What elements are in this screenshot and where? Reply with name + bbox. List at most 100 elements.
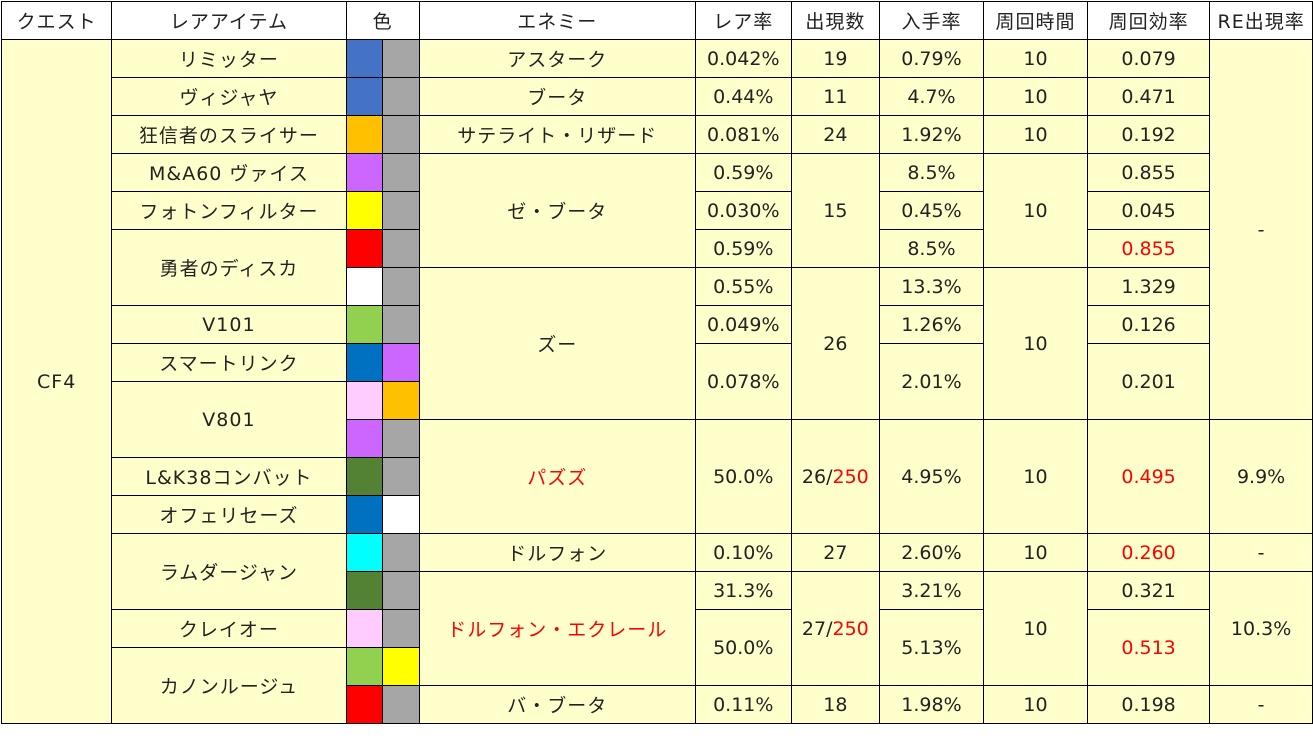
re-rate-cell: 9.9%: [1209, 419, 1313, 534]
color-swatch: [345, 685, 384, 724]
lap-eff-cell: 0.855: [1086, 229, 1211, 268]
color-swatch: [382, 609, 420, 648]
item-cell: フォトンフィルター: [111, 191, 347, 230]
re-rate-cell: -: [1209, 533, 1313, 572]
rare-rate-cell: 0.59%: [694, 153, 792, 192]
lap-eff-cell: 0.201: [1086, 343, 1211, 420]
color-swatch: [382, 495, 420, 534]
re-rate-cell: -: [1209, 685, 1313, 724]
lap-eff-cell: 0.513: [1086, 609, 1211, 686]
lap-eff-cell: 0.495: [1086, 419, 1211, 534]
rare-rate-cell: 0.081%: [694, 115, 792, 154]
color-swatch: [382, 39, 420, 78]
enemy-cell: サテライト・リザード: [418, 115, 696, 154]
table-row: クレイオー 50.0% 5.13% 0.513: [2, 609, 1313, 686]
table-row: バ・ブータ 0.11% 18 1.98% 10 0.198 -: [2, 685, 1313, 724]
header-rare-rate: レア率: [694, 1, 792, 40]
get-rate-cell: 4.95%: [878, 419, 985, 534]
item-cell: オフェリセーズ: [111, 495, 347, 534]
rare-rate-cell: 0.10%: [694, 533, 792, 572]
rare-rate-cell: 0.11%: [694, 685, 792, 724]
get-rate-cell: 5.13%: [878, 609, 985, 686]
item-cell: 勇者のディスカ: [111, 229, 347, 306]
item-cell: ヴィジャヤ: [111, 77, 347, 116]
rare-rate-cell: 0.078%: [694, 343, 792, 420]
table-row: CF4 リミッター アスターク 0.042% 19 0.79% 10 0.079…: [0, 39, 1313, 724]
color-swatch: [382, 685, 420, 724]
item-cell: V801: [111, 381, 347, 458]
lap-eff-cell: 0.198: [1086, 685, 1211, 724]
color-swatch: [345, 419, 384, 458]
appear-cell: 27: [790, 533, 880, 572]
header-lap-eff: 周回効率: [1086, 1, 1211, 40]
lap-eff-cell: 0.079: [1086, 39, 1211, 78]
color-swatch: [382, 305, 420, 344]
appear-cell: 24: [790, 115, 880, 154]
appear-cell: 26/250: [790, 419, 880, 534]
lap-eff-cell: 0.260: [1086, 533, 1211, 572]
table-row: 勇者のディスカ 0.59% 8.5% 0.855: [2, 229, 1313, 306]
color-swatch: [345, 609, 384, 648]
table-row: M&A60 ヴァイス ゼ・ブータ 0.59% 15 8.5% 10 0.855: [2, 153, 1313, 268]
color-swatch: [345, 229, 384, 268]
rare-rate-cell: 0.049%: [694, 305, 792, 344]
item-cell: スマートリンク: [111, 343, 347, 382]
rare-rate-cell: 0.042%: [694, 39, 792, 78]
color-swatch: [345, 533, 384, 572]
header-row: クエスト レアアイテム 色 エネミー レア率 出現数 入手率 周回時間 周回効率…: [0, 1, 1313, 40]
quest-cell: CF4: [0, 39, 113, 724]
color-swatch: [382, 229, 420, 268]
color-swatch: [345, 153, 384, 192]
color-swatch: [345, 343, 384, 382]
table-row: L&K38コンバット: [2, 457, 1313, 496]
appear-cell: 15: [790, 153, 880, 268]
header-item: レアアイテム: [111, 1, 347, 40]
item-cell: M&A60 ヴァイス: [111, 153, 347, 192]
header-color: 色: [345, 1, 420, 40]
enemy-cell: ゼ・ブータ: [418, 153, 696, 268]
header-appear: 出現数: [790, 1, 880, 40]
color-swatch: [382, 115, 420, 154]
color-swatch: [345, 647, 384, 686]
header-get-rate: 入手率: [878, 1, 985, 40]
lap-time-cell: 10: [983, 39, 1088, 78]
item-cell: ラムダージャン: [111, 533, 347, 610]
enemy-cell: ブータ: [418, 77, 696, 116]
item-cell: リミッター: [111, 39, 347, 78]
enemy-cell: パズズ: [418, 419, 696, 534]
color-swatch: [382, 571, 420, 610]
color-swatch: [382, 457, 420, 496]
get-rate-cell: 8.5%: [878, 153, 985, 192]
color-swatch: [382, 533, 420, 572]
appear-total: 250: [832, 617, 869, 640]
get-rate-cell: 2.60%: [878, 533, 985, 572]
color-swatch: [345, 381, 384, 420]
table-row: ラムダージャン ドルフォン 0.10% 27 2.60% 10 0.260 -: [2, 533, 1313, 610]
table-row: パズズ 50.0% 26/250 4.95% 10 0.495 9.9%: [2, 419, 1313, 534]
lap-time-cell: 10: [983, 267, 1088, 420]
color-swatch: [345, 267, 384, 306]
lap-time-cell: 10: [983, 419, 1088, 534]
lap-eff-cell: 0.126: [1086, 305, 1211, 344]
get-rate-cell: 0.45%: [878, 191, 985, 230]
appear-count: 26: [801, 465, 827, 488]
enemy-cell: アスターク: [418, 39, 696, 78]
color-swatch: [345, 191, 384, 230]
lap-time-cell: 10: [983, 115, 1088, 154]
table-row: 狂信者のスライサー サテライト・リザード 0.081% 24 1.92% 10 …: [2, 115, 1313, 154]
rare-rate-cell: 50.0%: [694, 609, 792, 686]
color-swatch: [345, 305, 384, 344]
header-re-rate: RE出現率: [1209, 1, 1313, 40]
color-swatch: [382, 343, 420, 382]
enemy-cell: バ・ブータ: [418, 685, 696, 724]
get-rate-cell: 1.98%: [878, 685, 985, 724]
color-swatch: [345, 571, 384, 610]
get-rate-cell: 8.5%: [878, 229, 985, 268]
item-cell: 狂信者のスライサー: [111, 115, 347, 154]
table-row: オフェリセーズ: [2, 495, 1313, 534]
table-row: ドルフォン・エクレール 31.3% 27/250 3.21% 10 0.321 …: [2, 571, 1313, 686]
rare-item-table: クエスト レアアイテム 色 エネミー レア率 出現数 入手率 周回時間 周回効率…: [0, 1, 1313, 724]
appear-slash: /: [826, 465, 833, 488]
re-rate-cell: -: [1209, 39, 1313, 420]
appear-count: 27: [801, 617, 827, 640]
